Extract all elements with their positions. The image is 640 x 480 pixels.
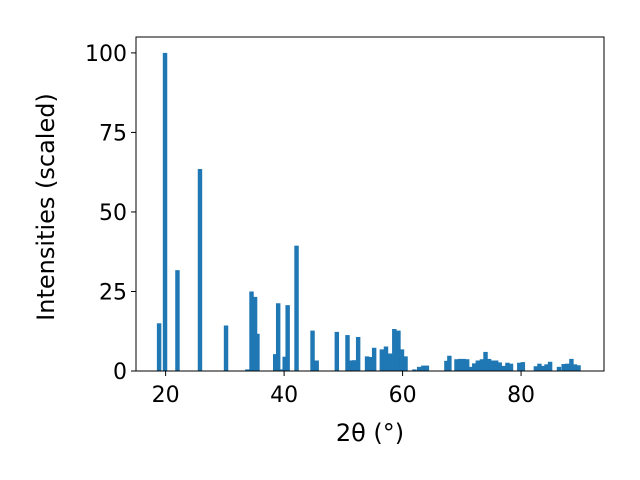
bar xyxy=(345,335,350,371)
bar xyxy=(508,363,514,371)
bar xyxy=(540,365,546,371)
bar xyxy=(175,270,180,371)
bar xyxy=(412,369,417,371)
bar xyxy=(416,366,422,371)
bar xyxy=(497,362,502,371)
bar xyxy=(479,359,485,371)
bar xyxy=(572,364,578,371)
bar xyxy=(464,359,470,371)
y-tick-label: 25 xyxy=(99,280,127,305)
bar xyxy=(533,366,539,371)
bar xyxy=(314,360,319,371)
bar xyxy=(368,357,373,371)
bar xyxy=(468,366,473,371)
x-tick-label: 40 xyxy=(270,383,298,408)
bar xyxy=(392,329,397,371)
bar xyxy=(371,347,377,371)
bar xyxy=(421,365,426,371)
bar xyxy=(472,363,477,371)
bar xyxy=(447,355,452,371)
bar xyxy=(383,346,389,371)
bar xyxy=(457,358,463,371)
bar xyxy=(475,360,481,371)
x-axis-label: 2θ (°) xyxy=(336,419,404,447)
bar xyxy=(490,360,495,371)
bar xyxy=(351,360,357,371)
bar xyxy=(364,356,370,371)
bar xyxy=(282,356,287,371)
bar xyxy=(156,323,162,371)
bar xyxy=(387,353,393,371)
bar xyxy=(252,296,258,371)
bar xyxy=(272,354,278,371)
bar xyxy=(348,360,354,371)
bar xyxy=(310,330,315,371)
bar xyxy=(396,330,401,371)
bar xyxy=(505,362,510,371)
x-axis: 20 40 60 80 xyxy=(152,371,535,408)
bar xyxy=(245,369,250,371)
bar xyxy=(197,169,203,371)
bar xyxy=(569,358,574,371)
x-tick-label: 20 xyxy=(152,383,180,408)
bars-group xyxy=(156,52,581,372)
plot-frame xyxy=(135,36,605,372)
bar xyxy=(424,365,430,371)
bar xyxy=(561,364,566,371)
bar xyxy=(483,351,488,371)
y-tick-label: 50 xyxy=(99,201,127,226)
bar xyxy=(279,369,284,371)
bar xyxy=(517,362,522,371)
bar xyxy=(486,358,492,371)
bar xyxy=(249,291,254,371)
bar xyxy=(162,52,168,372)
bar xyxy=(399,349,405,371)
bar xyxy=(556,366,562,371)
bar xyxy=(255,333,260,371)
bar xyxy=(547,361,553,371)
bar xyxy=(454,359,459,371)
bar xyxy=(576,365,581,371)
x-tick-label: 60 xyxy=(389,383,417,408)
bar xyxy=(294,245,299,371)
y-axis-label: Intensities (scaled) xyxy=(32,93,60,321)
bar xyxy=(544,364,549,371)
x-tick-label: 80 xyxy=(507,383,535,408)
bar xyxy=(520,362,526,371)
bar xyxy=(537,363,542,371)
y-axis: 0 25 50 75 100 xyxy=(85,42,136,385)
bar xyxy=(379,349,385,371)
bar xyxy=(223,325,229,371)
bar xyxy=(285,305,290,371)
y-tick-label: 0 xyxy=(113,360,127,385)
bar xyxy=(501,365,507,371)
bar xyxy=(493,360,499,371)
bar xyxy=(403,356,408,371)
bar xyxy=(334,331,340,371)
bar xyxy=(565,363,570,371)
bar xyxy=(461,358,466,371)
bar xyxy=(444,360,449,371)
bar xyxy=(355,336,361,371)
y-tick-label: 75 xyxy=(99,121,127,146)
y-tick-label: 100 xyxy=(85,42,127,67)
bar xyxy=(275,303,281,371)
